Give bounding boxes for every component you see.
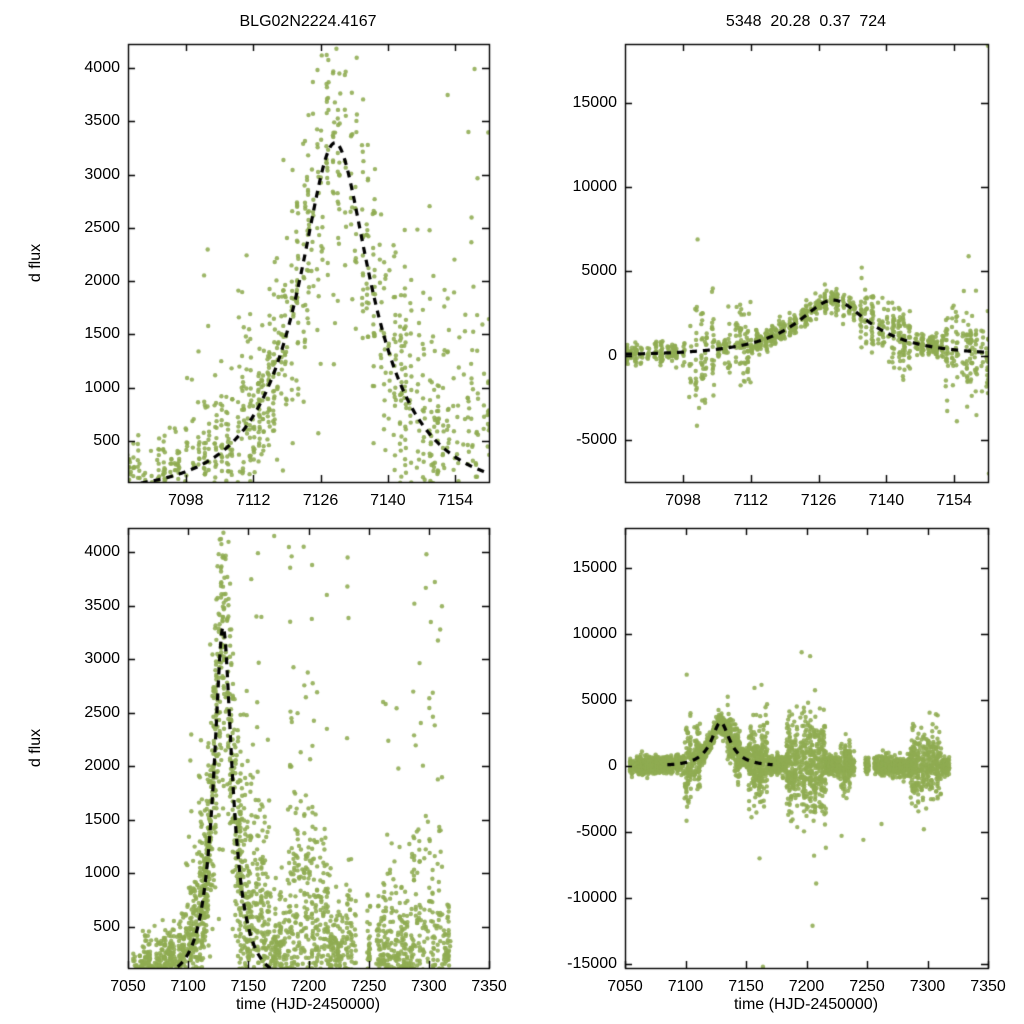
y-tick-label: 1500 [84, 325, 120, 343]
x-tick-label: 7200 [290, 978, 327, 995]
x-tick-label: 7200 [788, 978, 825, 995]
x-tick-label: 7140 [370, 492, 406, 509]
x-tick-label: 7112 [235, 492, 271, 509]
y-tick-label: 1000 [84, 378, 120, 396]
y-tick-label: 15000 [572, 93, 618, 111]
y-tick-label: 500 [93, 917, 120, 935]
x-tick-label: 7112 [733, 492, 769, 509]
y-tick-label: 0 [608, 756, 617, 774]
x-tick-label: 7098 [167, 492, 204, 509]
x-tick-label: 7250 [849, 978, 885, 995]
x-tick-label: 7154 [936, 492, 972, 509]
y-tick-label: 4000 [84, 543, 120, 561]
x-tick-label: 7350 [471, 978, 507, 995]
panel-title-top-right: 5348 20.28 0.37 724 [725, 13, 887, 30]
y-tick-label: 4000 [84, 58, 120, 76]
x-axis-label-bottom-left: time (HJD-2450000) [235, 996, 381, 1013]
x-tick-label: 7100 [667, 978, 704, 995]
y-tick-label: 3000 [84, 165, 120, 183]
y-tick-label: -5000 [576, 430, 617, 448]
y-tick-label: 2000 [84, 272, 120, 290]
y-tick-label: 3000 [84, 650, 120, 668]
y-tick-label: 10000 [572, 624, 618, 642]
x-tick-label: 7100 [170, 978, 206, 995]
y-tick-label: -5000 [576, 822, 617, 840]
x-tick-label: 7300 [909, 978, 946, 995]
x-tick-label: 7126 [302, 492, 339, 509]
y-tick-label: 3500 [84, 596, 120, 614]
y-tick-label: 2500 [84, 703, 120, 721]
x-tick-label: 7050 [607, 978, 643, 995]
y-tick-label: 5000 [581, 690, 617, 708]
panel-title-top-left: BLG02N2224.4167 [239, 13, 377, 30]
y-tick-label: 10000 [572, 178, 618, 196]
x-axis-label-bottom-right: time (HJD-2450000) [733, 996, 879, 1013]
y-tick-label: -10000 [567, 888, 617, 906]
y-tick-label: 2500 [84, 218, 120, 236]
y-tick-label: 3500 [84, 112, 120, 130]
y-tick-label: 2000 [84, 757, 120, 775]
x-tick-label: 7050 [110, 978, 146, 995]
y-tick-label: -15000 [567, 955, 617, 973]
x-tick-label: 7150 [230, 978, 267, 995]
x-tick-label: 7126 [800, 492, 837, 509]
x-tick-label: 7150 [728, 978, 764, 995]
y-tick-label: 15000 [572, 558, 618, 576]
y-tick-label: 0 [608, 346, 617, 364]
y-tick-label: 1000 [84, 864, 120, 882]
x-tick-label: 7154 [437, 492, 474, 509]
y-tick-label: 500 [93, 431, 120, 449]
y-tick-label: 1500 [84, 810, 120, 828]
x-tick-label: 7098 [665, 492, 701, 509]
x-tick-label: 7300 [411, 978, 447, 995]
x-tick-label: 7250 [350, 978, 387, 995]
x-tick-label: 7350 [970, 978, 1006, 995]
y-tick-label: 5000 [581, 262, 617, 280]
x-tick-label: 7140 [868, 492, 905, 509]
